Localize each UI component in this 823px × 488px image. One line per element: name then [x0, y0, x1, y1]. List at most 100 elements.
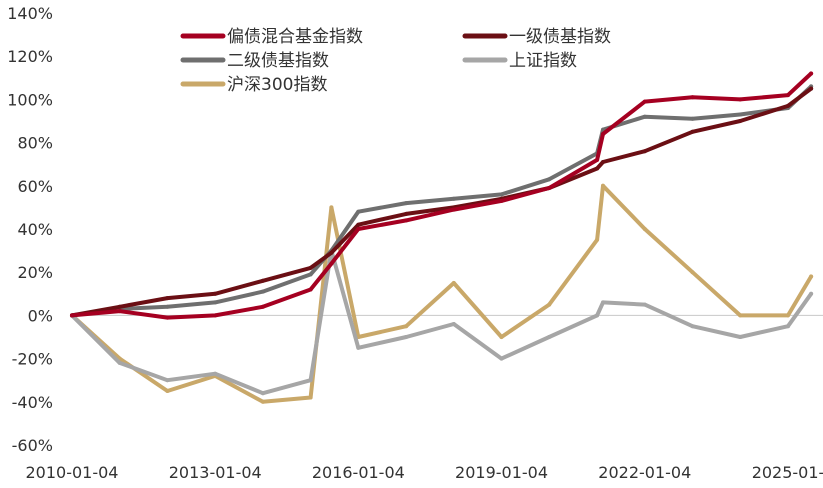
data-point — [547, 302, 552, 307]
data-point — [260, 391, 265, 396]
y-tick-label: 80% — [17, 134, 53, 153]
data-point — [642, 114, 647, 119]
data-point — [165, 315, 170, 320]
data-point — [404, 201, 409, 206]
data-point — [809, 274, 814, 279]
y-tick-label: 20% — [17, 263, 53, 282]
data-point — [786, 103, 790, 108]
legend-label: 一级债基指数 — [509, 27, 611, 47]
data-point — [165, 378, 170, 383]
data-point — [404, 218, 409, 223]
data-point — [601, 183, 605, 188]
data-point — [690, 95, 695, 100]
data-point — [690, 116, 695, 121]
data-point — [690, 129, 695, 134]
data-point — [308, 272, 313, 277]
data-point — [642, 227, 647, 231]
legend-label: 上证指数 — [509, 51, 577, 71]
data-point — [451, 207, 456, 212]
data-point — [404, 324, 409, 329]
data-point — [356, 209, 361, 214]
x-tick-label: 2010-01-04 — [26, 463, 119, 482]
x-tick-label: 2016-01-04 — [312, 463, 405, 482]
data-point — [213, 371, 218, 376]
data-point — [308, 265, 313, 270]
legend-label: 偏债混合基金指数 — [227, 27, 363, 47]
legend-label: 沪深300指数 — [227, 75, 327, 95]
data-point — [809, 291, 814, 296]
y-tick-label: 140% — [7, 4, 53, 23]
data-point — [356, 222, 361, 227]
data-point — [260, 278, 265, 283]
data-point — [308, 395, 313, 400]
data-point — [117, 360, 122, 365]
data-point — [738, 112, 743, 117]
data-point — [738, 119, 743, 123]
data-point — [451, 322, 456, 326]
data-point — [329, 261, 334, 266]
data-point — [165, 304, 170, 309]
y-tick-label: 40% — [17, 220, 53, 239]
data-point — [499, 198, 504, 203]
x-axis: 2010-01-04 2013-01-04 2016-01-04 2019-01-04… — [26, 463, 823, 482]
data-point — [404, 211, 409, 216]
data-point — [308, 378, 313, 383]
data-point — [547, 186, 552, 190]
data-point — [547, 177, 552, 182]
data-point — [601, 127, 605, 132]
y-tick-label: 0% — [28, 306, 53, 325]
data-point — [595, 157, 600, 162]
data-point — [356, 227, 361, 231]
data-point — [308, 287, 313, 292]
data-point — [786, 313, 790, 318]
data-point — [642, 302, 647, 307]
data-point — [213, 300, 218, 305]
data-point — [117, 309, 122, 314]
y-tick-label: 60% — [17, 177, 53, 196]
data-point — [213, 313, 218, 318]
x-tick-label: 2022-01-04 — [598, 463, 691, 482]
data-point — [601, 132, 605, 136]
data-point — [356, 345, 361, 350]
y-tick-label: -60% — [12, 436, 53, 455]
data-point — [642, 149, 647, 154]
series-layer — [70, 71, 814, 404]
data-point — [165, 389, 170, 393]
data-point — [738, 335, 743, 339]
y-tick-label: 100% — [7, 90, 53, 109]
data-point — [809, 86, 814, 91]
data-point — [786, 93, 790, 98]
data-point — [213, 291, 218, 296]
data-point — [499, 356, 504, 361]
data-point — [260, 304, 265, 309]
data-point — [499, 192, 504, 197]
data-point — [690, 270, 695, 275]
data-point — [786, 324, 790, 329]
y-tick-label: -40% — [12, 393, 53, 412]
x-tick-label: 2025-01- — [752, 463, 823, 482]
data-point — [117, 304, 122, 309]
data-point — [499, 335, 504, 339]
data-point — [595, 237, 600, 242]
data-point — [329, 250, 334, 255]
series-line-3 — [70, 248, 814, 396]
data-point — [451, 196, 456, 201]
y-tick-label: 120% — [7, 47, 53, 66]
series-line-4 — [70, 183, 814, 404]
x-tick-label: 2013-01-04 — [169, 463, 262, 482]
data-point — [642, 99, 647, 104]
data-point — [738, 97, 743, 102]
y-tick-label: -20% — [12, 350, 53, 369]
data-point — [690, 324, 695, 329]
data-point — [601, 160, 605, 164]
data-point — [595, 166, 600, 171]
legend-label: 二级债基指数 — [227, 51, 329, 71]
data-point — [260, 399, 265, 404]
data-point — [601, 300, 605, 305]
data-point — [595, 313, 600, 318]
data-point — [738, 313, 743, 318]
data-point — [260, 289, 265, 294]
